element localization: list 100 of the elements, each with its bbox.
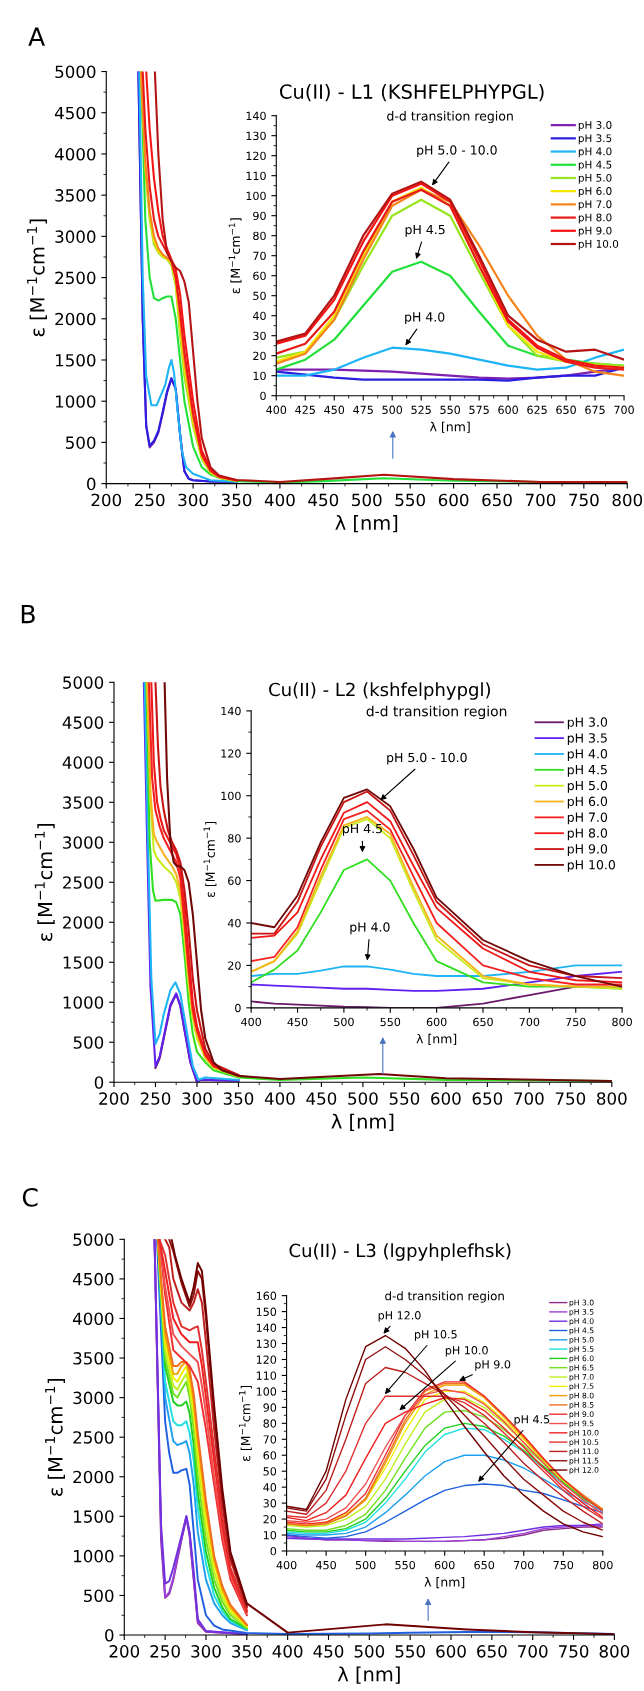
x-tick-label: 400 (264, 1092, 295, 1105)
legend-label: pH 3.5 (567, 733, 607, 746)
y-tick-label: 70 (263, 1435, 277, 1444)
y-axis-title: ε [M$^{−1}$cm$^{−1}$] (228, 218, 242, 294)
y-tick-label: 80 (228, 834, 241, 843)
x-tick-label: 700 (614, 405, 634, 415)
x-tick-label: 700 (519, 1017, 540, 1027)
x-tick-label: 550 (395, 1560, 416, 1570)
legend-label: pH 6.0 (578, 187, 612, 197)
y-tick-label: 3000 (63, 836, 104, 849)
x-axis-title: λ [nm] (429, 421, 470, 433)
x-tick-label: 400 (264, 493, 295, 507)
x-tick-label: 200 (91, 493, 122, 507)
y-tick-label: 20 (263, 1515, 277, 1524)
annotation: pH 10.0 (445, 1346, 488, 1357)
x-tick-label: 800 (612, 493, 643, 507)
x-tick-label: 700 (525, 493, 556, 507)
legend-label: pH 4.0 (567, 749, 608, 761)
x-tick-label: 425 (295, 405, 315, 415)
x-tick-label: 250 (134, 493, 165, 507)
x-tick-label: 450 (324, 405, 345, 415)
y-tick-label: 90 (253, 211, 266, 221)
y-tick-label: 2500 (63, 876, 104, 889)
x-tick-label: 250 (140, 1092, 171, 1105)
y-tick-label: 4500 (72, 1272, 114, 1286)
x-tick-label: 700 (514, 1560, 534, 1570)
y-tick-label: 10 (263, 1531, 277, 1540)
x-tick-label: 500 (355, 1560, 376, 1570)
y-tick-label: 140 (256, 1323, 277, 1332)
legend-label: pH 3.0 (578, 121, 612, 131)
x-tick-label: 800 (599, 1645, 630, 1658)
y-tick-label: 80 (263, 1419, 277, 1428)
y-tick-label: 100 (256, 1387, 277, 1396)
y-tick-label: 20 (228, 961, 241, 970)
x-tick-label: 550 (395, 1645, 425, 1658)
x-tick-label: 600 (438, 493, 469, 507)
x-tick-label: 650 (556, 405, 576, 415)
text: A (28, 27, 46, 46)
y-tick-label: 2000 (55, 312, 96, 326)
y-tick-label: 30 (263, 1499, 277, 1508)
legend-label: pH 10.0 (578, 239, 619, 250)
y-tick-label: 3500 (63, 796, 104, 809)
x-tick-label: 650 (482, 493, 512, 507)
y-axis-title: ε [M$^{−1}$cm$^{−1}$] (239, 1385, 252, 1462)
x-tick-label: 450 (287, 1017, 308, 1027)
legend-label: pH 5.0 (567, 780, 608, 793)
x-tick-label: 600 (434, 1560, 455, 1570)
y-tick-label: 150 (256, 1307, 277, 1316)
x-tick-label: 750 (559, 1645, 589, 1658)
y-tick-label: 4000 (62, 756, 104, 769)
y-tick-label: 1000 (55, 395, 96, 408)
x-tick-label: 675 (585, 405, 605, 415)
y-tick-label: 5000 (55, 65, 96, 79)
x-tick-label: 600 (436, 1645, 466, 1658)
x-tick-label: 800 (592, 1560, 613, 1570)
y-tick-label: 0 (260, 391, 266, 401)
x-tick-label: 750 (555, 1092, 586, 1105)
x-tick-label: 750 (566, 1017, 586, 1027)
y-tick-label: 500 (73, 1036, 104, 1049)
x-axis-title: λ [nm] (335, 515, 398, 533)
chart-title: d-d transition region (385, 1291, 504, 1303)
x-axis-title: λ [nm] (331, 1113, 394, 1131)
x-tick-label: 750 (553, 1560, 574, 1570)
y-tick-label: 2000 (73, 1470, 114, 1484)
y-tick-label: 130 (256, 1339, 277, 1348)
y-tick-label: 120 (256, 1355, 277, 1364)
y-tick-label: 120 (221, 749, 241, 758)
y-tick-label: 2000 (63, 916, 104, 929)
y-tick-label: 50 (253, 291, 266, 301)
y-tick-label: 120 (246, 151, 266, 161)
x-tick-label: 500 (348, 1092, 378, 1105)
legend-label: pH 4.5 (578, 160, 612, 171)
legend-label: pH 3.5 (578, 134, 612, 145)
y-tick-label: 140 (221, 706, 241, 716)
y-tick-label: 5000 (63, 676, 104, 689)
x-tick-label: 550 (440, 405, 461, 415)
x-tick-label: 200 (109, 1645, 140, 1658)
y-tick-label: 20 (253, 351, 266, 361)
x-tick-label: 550 (389, 1092, 420, 1105)
x-tick-label: 600 (431, 1092, 461, 1105)
y-tick-label: 60 (263, 1451, 277, 1460)
y-tick-label: 100 (246, 191, 266, 201)
y-tick-label: 50 (263, 1467, 277, 1476)
legend-label: pH 3.0 (567, 717, 608, 730)
y-tick-label: 1500 (63, 956, 104, 969)
legend-label: pH 8.0 (567, 828, 608, 841)
annotation: pH 4.5 (514, 1415, 550, 1426)
x-tick-label: 300 (178, 493, 208, 507)
y-axis-title: ε [M$^{−1}$cm$^{−1}$] (45, 1379, 65, 1496)
x-tick-label: 475 (353, 405, 373, 415)
x-tick-label: 525 (411, 405, 431, 415)
y-tick-label: 4500 (62, 716, 104, 729)
x-tick-label: 600 (498, 405, 518, 415)
y-tick-label: 2500 (73, 1431, 114, 1444)
legend-label: pH 9.0 (578, 226, 612, 237)
y-axis-title: ε [M$^{−1}$cm$^{−1}$] (27, 219, 47, 337)
annotation: pH 12.0 (378, 1311, 421, 1322)
x-axis-title: λ [nm] (416, 1033, 457, 1046)
x-axis-title: λ [nm] (424, 1577, 465, 1589)
x-tick-label: 450 (308, 493, 339, 507)
